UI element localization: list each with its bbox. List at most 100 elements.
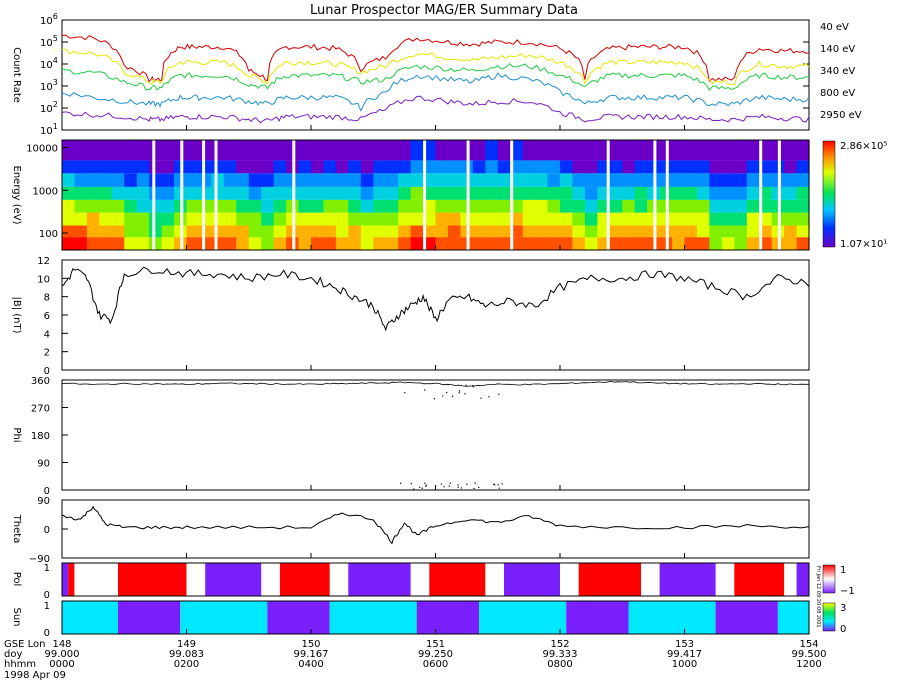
sun-segment (628, 601, 716, 634)
sun-colorbar (822, 602, 836, 632)
pol-segment (796, 563, 809, 596)
spectrogram-cell (298, 199, 312, 213)
spectrogram-cell (796, 225, 810, 238)
spectrogram-cell (448, 186, 461, 200)
phi-point (424, 482, 426, 484)
spectrogram-cell (584, 212, 598, 226)
spectrogram-cell (161, 237, 175, 250)
phi-point (413, 488, 415, 490)
spectrogram-cell (721, 140, 735, 161)
spectrogram-cell (62, 186, 76, 200)
spectrogram-cell (584, 173, 598, 187)
spectrogram-cell (784, 173, 798, 187)
spectrogram-cell (609, 199, 623, 213)
spectrogram-cell (622, 160, 636, 174)
spectrogram-cell (497, 140, 511, 161)
spectrogram-cell (435, 160, 449, 174)
spectrogram-cell (373, 212, 387, 226)
spectrogram-cell (86, 199, 100, 213)
spectrogram-cell (684, 225, 698, 238)
spectrogram-cell (323, 237, 337, 250)
spectrogram-cell (149, 160, 163, 174)
spectrogram-cell (734, 199, 748, 213)
spectrogram-cell (298, 160, 312, 174)
spectrogram-cell (86, 173, 100, 187)
spectrogram-cell (373, 225, 387, 238)
spectrogram-cell (136, 160, 150, 174)
spectrogram-cell (124, 199, 138, 213)
spectrogram-cell (99, 160, 113, 174)
spectrogram-cell (784, 199, 798, 213)
spectrogram-cell (560, 186, 573, 200)
spectrogram-cell (211, 140, 225, 161)
spectrogram-cell (485, 199, 499, 213)
count-rate-legend-entry: 2950 eV (820, 110, 862, 121)
spectrogram-cell (360, 186, 374, 200)
footer-lon-value: 154 (799, 639, 818, 650)
spectrogram-cell (535, 173, 549, 187)
spectrogram-cell (572, 186, 586, 200)
sun-segment (416, 601, 479, 634)
footer-doy-value: 99.500 (792, 649, 827, 660)
phi-point (446, 391, 448, 394)
spectrogram-cell (746, 199, 760, 213)
spectrogram-cell (547, 186, 561, 200)
spectrogram-cell (734, 225, 748, 238)
spectrogram-cell (348, 212, 362, 226)
spectrogram-cell (709, 173, 723, 187)
spectrogram-cell (124, 237, 138, 250)
b-magnitude-ytick-label: 10 (37, 274, 50, 285)
spectrogram-data-gap (466, 140, 470, 250)
spectrogram-cell (721, 199, 735, 213)
spectrogram-cell (261, 237, 275, 250)
spectrogram-cell (535, 160, 549, 174)
spectrogram-cell (410, 199, 424, 213)
spectrogram-cell (696, 212, 710, 226)
spectrogram-cell (597, 225, 611, 238)
spectrogram-cell (435, 212, 449, 226)
spectrogram-cell (223, 225, 237, 238)
spectrogram-cell (161, 212, 175, 226)
spectrogram-cell (248, 160, 262, 174)
count-rate-series-line (61, 34, 810, 83)
spectrogram-cell (248, 237, 262, 250)
spectrogram-cell (472, 140, 486, 161)
spectrogram-cell (746, 186, 760, 200)
theta-ytick-label: 0 (44, 525, 50, 536)
spectrogram-cell (136, 225, 150, 238)
spectrogram-cell (136, 173, 150, 187)
spectrogram-cell (136, 199, 150, 213)
spectrogram-cell (759, 140, 773, 161)
energy-ytick-label: 1000 (33, 186, 58, 197)
spectrogram-cell (672, 212, 686, 226)
spectrogram-cell (472, 237, 486, 250)
phi-point (449, 482, 451, 484)
phi-point (459, 390, 461, 392)
spectrogram-cell (535, 140, 549, 161)
sun-segment (479, 601, 567, 634)
spectrogram-cell (111, 212, 125, 226)
count-rate-ytick-label: 103 (40, 78, 58, 93)
spectrogram-cell (335, 140, 349, 161)
spectrogram-cell (273, 173, 287, 187)
count-rate-legend-entry: 140 eV (820, 44, 855, 55)
spectrogram-cell (385, 237, 399, 250)
spectrogram-cell (796, 160, 810, 174)
spectrogram-cell (423, 160, 437, 174)
spectrogram-cell (709, 160, 723, 174)
spectrogram-cell (360, 199, 374, 213)
footer-date: 1998 Apr 09 (4, 670, 66, 681)
spectrogram-cell (622, 199, 636, 213)
spectrogram-cell (510, 225, 524, 238)
figure-title: Lunar Prospector MAG/ER Summary Data (310, 3, 578, 18)
phi-frame (61, 379, 810, 491)
spectrogram-cell (721, 237, 735, 250)
spectrogram-cell (398, 173, 412, 187)
pol-ylabel: Pol (11, 572, 22, 587)
spectrogram-cell (684, 237, 698, 250)
spectrogram-cell (746, 212, 760, 226)
footer-hhmm-value: 1200 (796, 659, 821, 670)
spectrogram-cell (547, 140, 561, 161)
spectrogram-cell (709, 225, 723, 238)
spectrogram-cell (149, 225, 163, 238)
